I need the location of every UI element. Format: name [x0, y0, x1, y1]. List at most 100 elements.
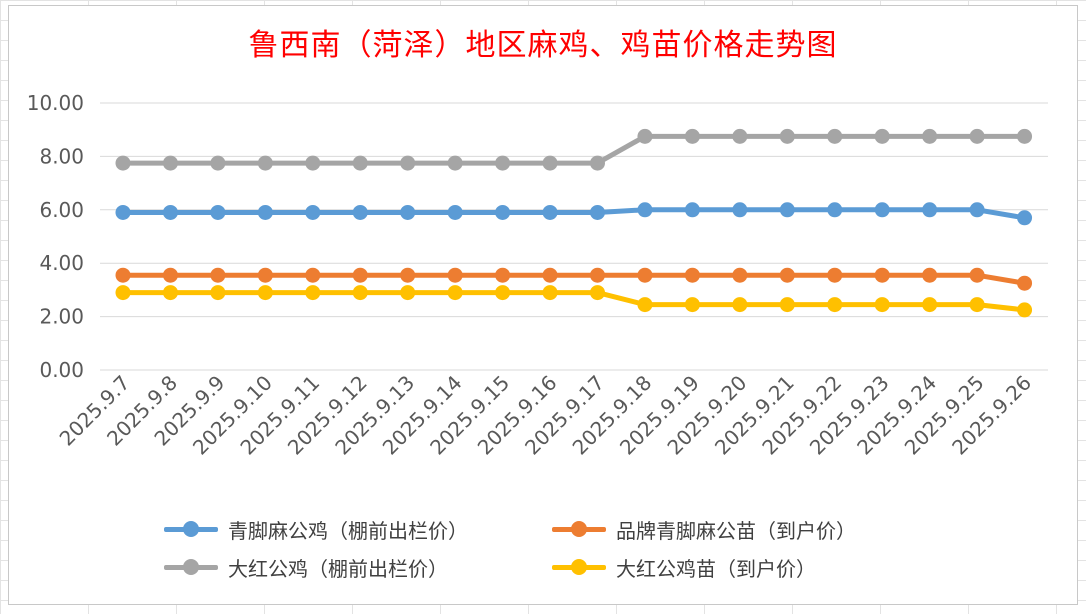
legend-swatch: [548, 550, 610, 584]
data-point-series-2: [162, 267, 178, 283]
data-point-series-4: [590, 285, 605, 301]
data-point-series-2: [257, 267, 273, 283]
data-point-series-3: [115, 155, 131, 171]
legend-item-series-4[interactable]: 大红公鸡苗（到户价）: [548, 550, 816, 584]
data-point-series-1: [542, 204, 558, 220]
legend: 青脚麻公鸡（棚前出栏价） 品牌青脚麻公苗（到户价） 大红公鸡（棚前出栏价） 大红…: [160, 512, 980, 592]
data-point-series-1: [447, 204, 463, 220]
data-point-series-4: [922, 297, 938, 313]
data-point-series-2: [922, 267, 938, 283]
legend-swatch: [548, 512, 610, 546]
data-point-series-3: [590, 155, 605, 171]
data-point-series-4: [447, 285, 463, 301]
series-line-2: [120, 272, 1028, 286]
data-point-series-3: [305, 155, 321, 171]
series-line-4: [120, 290, 1028, 313]
legend-label: 大红公鸡（棚前出栏价）: [228, 556, 448, 581]
y-tick-label: 6.00: [39, 198, 84, 222]
chart-title: 鲁西南（菏泽）地区麻鸡、鸡苗价格走势图: [248, 28, 838, 63]
data-point-series-4: [684, 297, 700, 313]
y-tick-label: 0.00: [39, 358, 84, 382]
gridlines: [100, 102, 1048, 371]
y-tick-label: 4.00: [39, 251, 84, 275]
data-point-series-2: [352, 267, 368, 283]
data-point-series-1: [637, 202, 653, 218]
legend-item-series-1[interactable]: 青脚麻公鸡（棚前出栏价）: [160, 512, 468, 546]
data-point-series-2: [305, 267, 321, 283]
data-point-series-1: [590, 204, 605, 220]
data-point-series-1: [210, 204, 226, 220]
data-point-series-1: [162, 204, 178, 220]
data-point-series-1: [1017, 210, 1033, 226]
data-point-series-3: [257, 155, 273, 171]
data-point-series-3: [542, 155, 558, 171]
data-point-series-2: [779, 267, 795, 283]
data-point-series-2: [590, 267, 605, 283]
data-point-series-4: [352, 285, 368, 301]
data-point-series-4: [732, 297, 748, 313]
legend-item-series-2[interactable]: 品牌青脚麻公苗（到户价）: [548, 512, 856, 546]
data-point-series-2: [637, 267, 653, 283]
data-point-series-1: [495, 204, 511, 220]
data-point-series-2: [732, 267, 748, 283]
data-point-series-1: [400, 204, 416, 220]
data-point-series-4: [827, 297, 843, 313]
y-tick-label: 8.00: [39, 144, 84, 168]
data-point-series-3: [352, 155, 368, 171]
data-point-series-3: [827, 128, 843, 144]
series-line-3: [120, 133, 1028, 166]
data-point-series-3: [922, 128, 938, 144]
data-point-series-4: [779, 297, 795, 313]
data-point-series-3: [969, 128, 985, 144]
data-point-series-3: [495, 155, 511, 171]
data-point-series-3: [447, 155, 463, 171]
y-tick-label: 10.00: [27, 91, 84, 115]
data-point-series-2: [210, 267, 226, 283]
data-point-series-2: [447, 267, 463, 283]
data-point-series-2: [827, 267, 843, 283]
data-point-series-3: [1017, 128, 1033, 144]
data-point-series-4: [257, 285, 273, 301]
data-point-series-4: [874, 297, 890, 313]
data-point-series-1: [922, 202, 938, 218]
legend-label: 品牌青脚麻公苗（到户价）: [616, 518, 856, 543]
legend-marker: [183, 559, 199, 575]
data-point-series-4: [162, 285, 178, 301]
data-point-series-1: [827, 202, 843, 218]
data-point-series-2: [1017, 275, 1033, 291]
data-point-series-1: [969, 202, 985, 218]
data-point-series-2: [874, 267, 890, 283]
legend-marker: [571, 559, 587, 575]
legend-item-series-3[interactable]: 大红公鸡（棚前出栏价）: [160, 550, 448, 584]
data-point-series-1: [352, 204, 368, 220]
data-point-series-1: [874, 202, 890, 218]
legend-marker: [571, 521, 587, 537]
data-point-series-4: [542, 285, 558, 301]
series-line-1: [120, 207, 1028, 221]
y-tick-label: 2.00: [39, 305, 84, 329]
data-point-series-4: [210, 285, 226, 301]
data-point-series-3: [210, 155, 226, 171]
data-point-series-1: [115, 204, 131, 220]
data-point-series-1: [684, 202, 700, 218]
data-point-series-3: [779, 128, 795, 144]
legend-marker: [183, 521, 199, 537]
series-lines: [120, 133, 1028, 313]
data-point-series-4: [1017, 302, 1033, 318]
data-point-series-1: [305, 204, 321, 220]
x-axis-tick-labels: 2025.9.72025.9.82025.9.92025.9.102025.9.…: [55, 371, 1036, 460]
y-axis-tick-labels: 0.00 2.00 4.00 6.00 8.00 10.00: [27, 91, 84, 382]
data-point-series-4: [637, 297, 653, 313]
data-point-series-4: [400, 285, 416, 301]
data-point-series-3: [400, 155, 416, 171]
legend-swatch: [160, 512, 222, 546]
data-point-series-2: [115, 267, 131, 283]
legend-swatch: [160, 550, 222, 584]
data-point-series-1: [779, 202, 795, 218]
data-point-series-1: [732, 202, 748, 218]
series-points: [115, 128, 1033, 318]
data-point-series-1: [257, 204, 273, 220]
data-point-series-3: [637, 128, 653, 144]
data-point-series-3: [874, 128, 890, 144]
